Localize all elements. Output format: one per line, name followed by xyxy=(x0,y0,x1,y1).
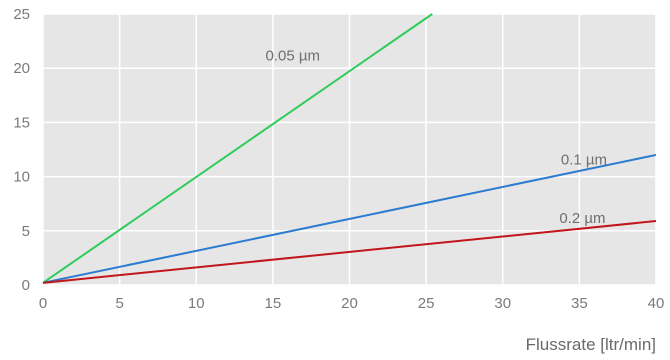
y-tick-label: 20 xyxy=(13,60,30,77)
series-line xyxy=(42,220,657,284)
series-lines xyxy=(42,13,657,284)
y-tick-label: 25 xyxy=(13,6,30,23)
series-label: 0.1 µm xyxy=(561,152,607,169)
x-axis-title: Flussrate [ltr/min] xyxy=(526,335,656,354)
series-label: 0.05 µm xyxy=(266,48,321,65)
y-tick-label: 10 xyxy=(13,169,30,186)
x-tick-label: 35 xyxy=(571,295,588,312)
x-tick-label: 25 xyxy=(418,295,435,312)
y-tick-label: 0 xyxy=(22,277,30,294)
series-line xyxy=(42,153,657,284)
x-tick-label: 15 xyxy=(265,295,282,312)
y-axis-ticks: 0 5 10 15 20 25 xyxy=(13,6,30,294)
series-labels: 0.05 µm 0.1 µm 0.2 µm xyxy=(266,48,608,228)
series-label: 0.2 µm xyxy=(559,210,605,227)
y-tick-label: 5 xyxy=(22,223,30,240)
series-line xyxy=(42,13,433,284)
x-tick-label: 0 xyxy=(39,295,47,312)
x-tick-label: 5 xyxy=(115,295,123,312)
x-tick-label: 20 xyxy=(341,295,358,312)
x-tick-label: 40 xyxy=(648,295,665,312)
x-tick-label: 30 xyxy=(494,295,511,312)
x-tick-label: 10 xyxy=(188,295,205,312)
x-axis-ticks: 0 5 10 15 20 25 30 35 40 xyxy=(39,295,665,312)
y-tick-label: 15 xyxy=(13,114,30,131)
